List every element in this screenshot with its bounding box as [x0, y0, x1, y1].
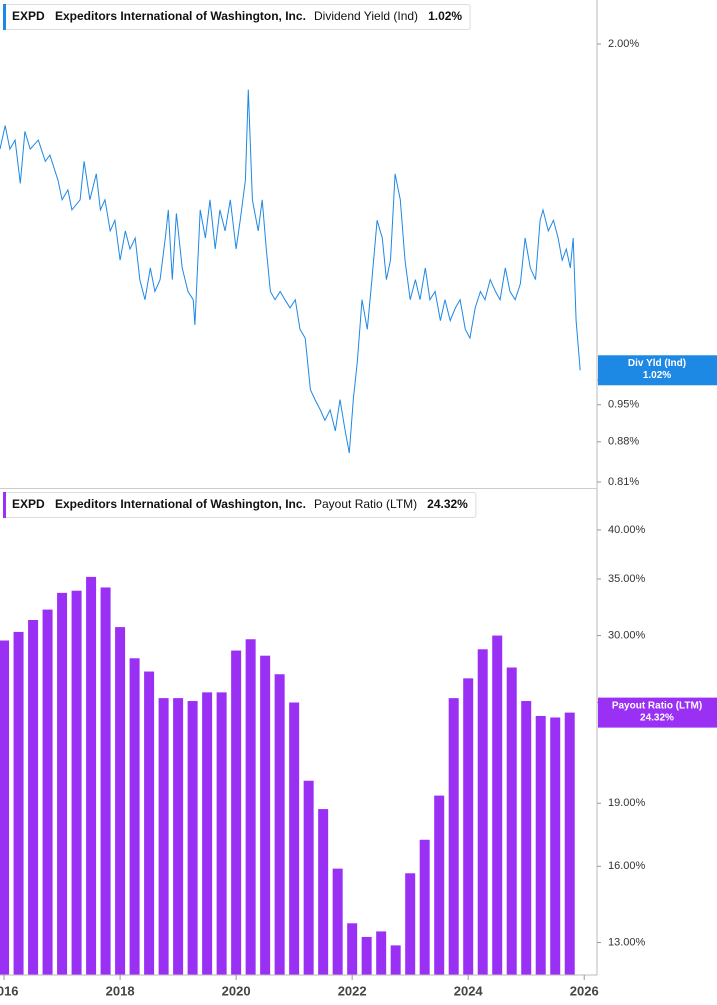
y-tick-label: 30.00% [608, 629, 646, 641]
bar [303, 780, 314, 975]
badge-name: Div Yld (Ind) [628, 358, 686, 369]
bar [129, 658, 140, 975]
bar [173, 698, 184, 975]
legend-company: Expeditors International of Washington, … [55, 9, 306, 23]
legend-ticker: EXPD [12, 497, 45, 511]
bar [71, 590, 82, 975]
bar [144, 671, 155, 975]
bar [390, 945, 401, 975]
bar [245, 639, 256, 975]
bar [187, 701, 198, 975]
line [0, 89, 581, 454]
bar [376, 931, 387, 975]
bar [318, 809, 329, 975]
value-badge [598, 355, 717, 386]
bar [13, 631, 24, 975]
y-tick-label: 2.00% [608, 38, 639, 50]
bar [434, 795, 445, 975]
y-tick-label: 35.00% [608, 573, 646, 585]
bar [463, 678, 474, 975]
bar [405, 873, 416, 975]
legend-value: 1.02% [428, 9, 462, 23]
y-tick-label: 0.81% [608, 476, 639, 488]
y-tick-label: 19.00% [608, 797, 646, 809]
bar [347, 923, 358, 975]
legend-entry: Dividend Yield (Ind) [314, 9, 418, 23]
bar [550, 717, 561, 975]
legend-value: 24.32% [427, 497, 468, 511]
bar [564, 712, 575, 975]
legend-swatch [3, 492, 6, 518]
bar [332, 868, 343, 975]
x-tick-label: 2026 [570, 983, 599, 998]
bar [115, 627, 126, 975]
bar [289, 702, 300, 975]
x-tick-label: 2018 [106, 983, 135, 998]
bar [492, 635, 503, 975]
bar [231, 650, 242, 975]
legend-swatch [3, 4, 6, 30]
bar [521, 701, 532, 975]
bar [158, 698, 169, 975]
bar [216, 692, 227, 975]
bar [361, 936, 372, 975]
x-tick-label: 2020 [222, 983, 251, 998]
y-tick-label: 0.95% [608, 399, 639, 411]
bar [535, 715, 546, 975]
legend-company: Expeditors International of Washington, … [55, 497, 306, 511]
bar [202, 692, 213, 975]
bar [448, 698, 459, 975]
bar [42, 609, 53, 975]
x-tick-label: 2024 [454, 983, 484, 998]
x-tick-label: 2022 [338, 983, 367, 998]
bar [419, 839, 430, 975]
bar [274, 674, 285, 975]
y-tick-label: 13.00% [608, 936, 646, 948]
badge-value: 1.02% [643, 370, 671, 381]
y-tick-label: 16.00% [608, 860, 646, 872]
bar [477, 649, 488, 975]
bar [57, 592, 68, 975]
badge-value: 24.32% [640, 712, 674, 723]
legend-ticker: EXPD [12, 9, 45, 23]
y-tick-label: 0.88% [608, 436, 639, 448]
bar [506, 667, 517, 975]
x-tick-label: 2016 [0, 983, 19, 998]
value-badge [598, 697, 717, 728]
legend-entry: Payout Ratio (LTM) [314, 497, 417, 511]
y-tick-label: 40.00% [608, 524, 646, 536]
bar [260, 655, 271, 975]
bar [0, 640, 10, 975]
bar [28, 619, 39, 975]
bar [100, 587, 111, 975]
badge-name: Payout Ratio (LTM) [612, 700, 702, 711]
bar [86, 576, 97, 975]
